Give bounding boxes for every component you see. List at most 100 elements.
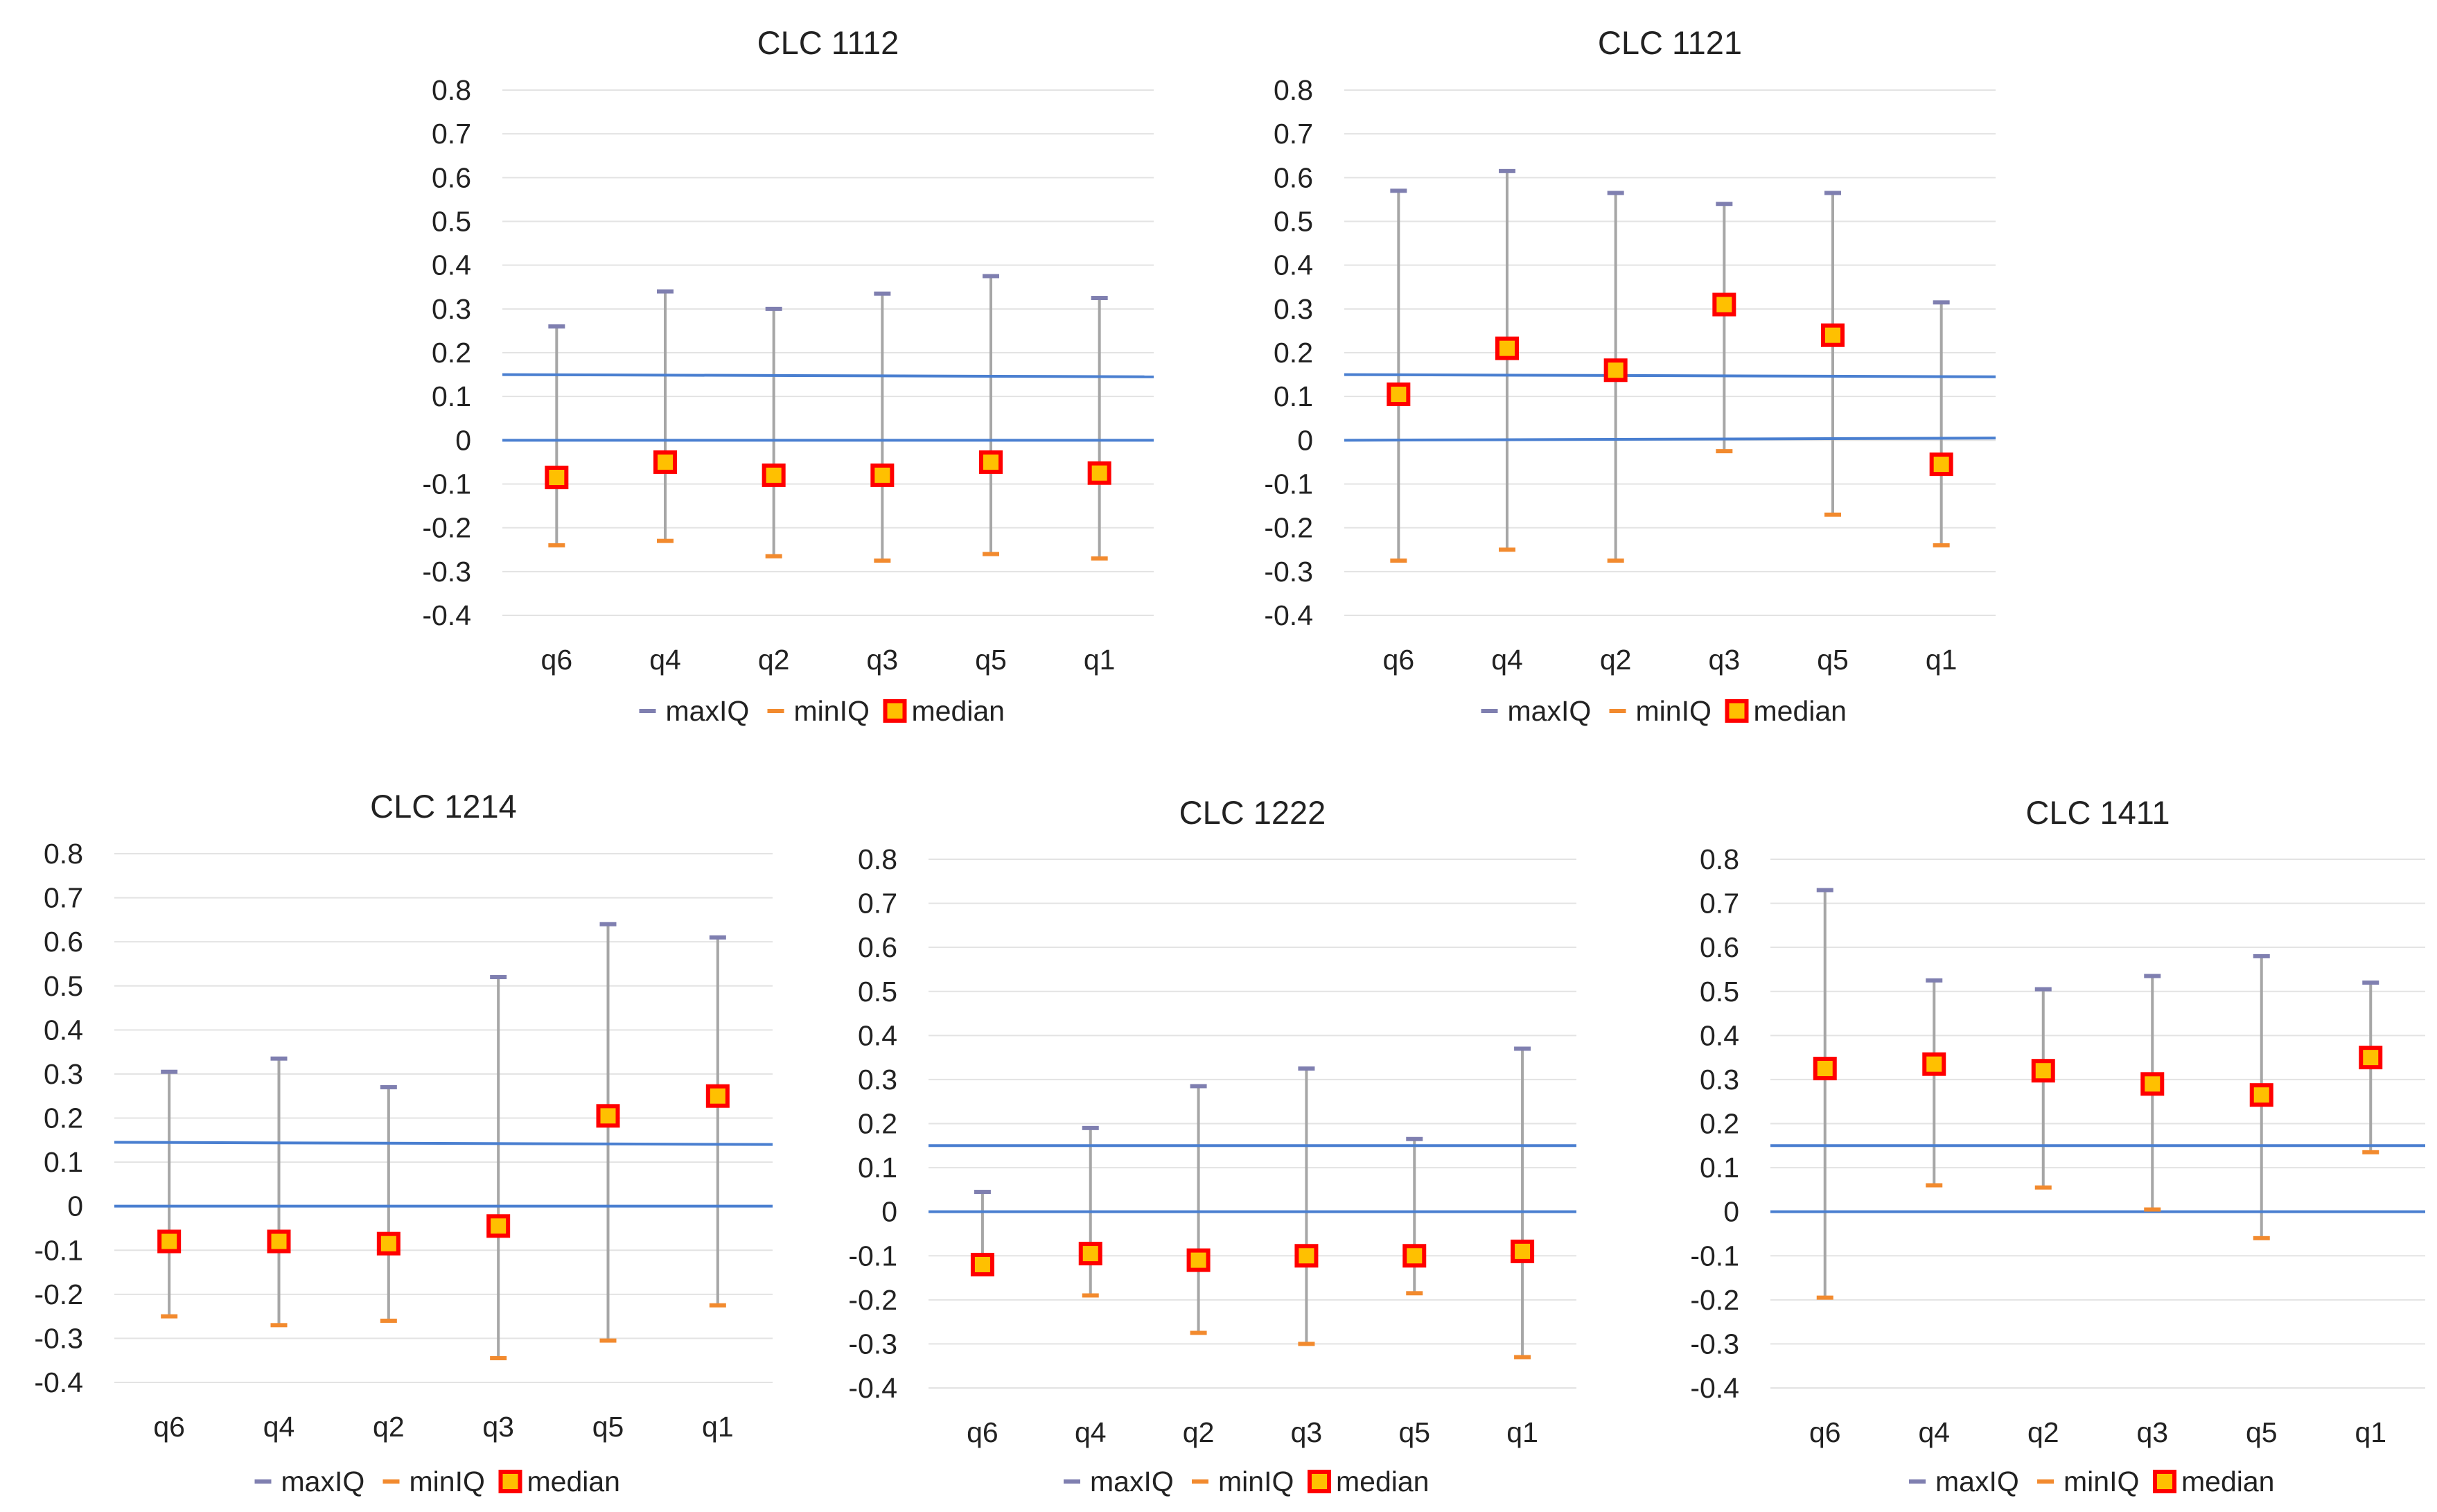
- maxiq-marker: [599, 922, 617, 926]
- x-tick-label: q3: [1709, 644, 1741, 676]
- miniq-marker: [2253, 1236, 2270, 1240]
- median-marker: [1387, 383, 1411, 407]
- y-tick-label: 0.5: [44, 970, 83, 1002]
- legend-label: maxIQ: [1090, 1466, 1174, 1497]
- y-tick-label: 0.8: [1700, 843, 1739, 875]
- legend-item-miniq: minIQ: [382, 1466, 485, 1497]
- y-tick-label: -0.4: [422, 599, 471, 631]
- y-tick-label: -0.1: [1690, 1240, 1739, 1272]
- legend-item-miniq: minIQ: [1192, 1466, 1294, 1497]
- legend-label: minIQ: [1636, 695, 1712, 727]
- miniq-marker: [1824, 512, 1841, 517]
- x-tick-label: q1: [1084, 644, 1116, 676]
- median-marker: [2031, 1059, 2055, 1083]
- miniq-marker: [1091, 556, 1108, 561]
- legend-item-median: median: [498, 1466, 620, 1497]
- median-marker: [1186, 1248, 1211, 1272]
- y-tick-label: 0.8: [432, 74, 471, 106]
- legend-swatch-miniq: [767, 709, 784, 713]
- y-tick-label: 0.1: [858, 1152, 897, 1184]
- x-tick-label: q6: [541, 644, 573, 676]
- median-marker: [596, 1104, 620, 1128]
- maxiq-marker: [380, 1084, 397, 1089]
- legend-swatch-maxiq: [1481, 709, 1498, 713]
- y-tick-label: 0.6: [858, 931, 897, 963]
- y-tick-label: 0.1: [432, 380, 471, 412]
- y-tick-label: 0: [67, 1190, 83, 1222]
- maxiq-marker: [1190, 1084, 1207, 1089]
- median-marker: [1078, 1242, 1102, 1266]
- chart-clc-1121: CLC 1121 0.8 0.7 0.6 0.5 0.4 0.3 0.2 0.1 0 -0.1 -0.…: [1264, 24, 1996, 727]
- legend-item-miniq: minIQ: [767, 695, 870, 727]
- x-tick-label: q2: [373, 1411, 405, 1443]
- miniq-marker: [161, 1314, 178, 1319]
- x-tick-label: q2: [758, 644, 790, 676]
- y-tick-label: -0.1: [422, 468, 471, 500]
- legend-label: median: [2181, 1466, 2274, 1497]
- miniq-marker: [270, 1323, 288, 1328]
- median-marker: [1087, 461, 1111, 485]
- legend-label: maxIQ: [281, 1466, 365, 1497]
- maxiq-marker: [1514, 1046, 1531, 1051]
- y-tick-label: -0.2: [848, 1284, 897, 1316]
- y-tick-label: 0.7: [858, 888, 897, 920]
- x-tick-label: q4: [649, 644, 681, 676]
- reference-line: [1344, 373, 1996, 378]
- chart-title: CLC 1121: [1598, 24, 1742, 61]
- y-tick-label: 0.6: [1700, 931, 1739, 963]
- legend-item-median: median: [2153, 1466, 2274, 1497]
- x-tick-label: q3: [482, 1411, 514, 1443]
- legend-item-median: median: [1308, 1466, 1429, 1497]
- miniq-marker: [765, 554, 782, 559]
- maxiq-marker: [1298, 1066, 1315, 1071]
- median-marker: [705, 1084, 730, 1108]
- legend-item-maxiq: maxIQ: [1064, 1466, 1174, 1497]
- maxiq-marker: [490, 975, 507, 980]
- miniq-marker: [2034, 1185, 2052, 1190]
- x-tick-label: q5: [592, 1411, 624, 1443]
- chart-clc-1112: CLC 1112 0.8 0.7 0.6 0.5 0.4 0.3 0.2 0.1 0 -0.1 -0.…: [422, 24, 1154, 727]
- chart-clc-1411: CLC 1411 0.8 0.7 0.6 0.5 0.4 0.3 0.2 0.1 0 -0.1 -0.…: [1690, 794, 2425, 1497]
- y-tick-label: 0.2: [858, 1108, 897, 1140]
- legend-item-maxiq: maxIQ: [254, 1466, 365, 1497]
- median-marker: [1511, 1239, 1535, 1263]
- maxiq-marker: [2362, 981, 2379, 985]
- legend-swatch-miniq: [1192, 1479, 1208, 1484]
- y-tick-label: -0.3: [1264, 556, 1313, 588]
- y-tick-label: 0: [881, 1196, 897, 1228]
- median-marker: [970, 1252, 994, 1276]
- y-tick-label: 0: [1723, 1196, 1739, 1228]
- legend: maxIQ minIQ median: [1481, 695, 1847, 727]
- maxiq-marker: [765, 306, 782, 311]
- legend: maxIQ minIQ median: [1909, 1466, 2274, 1497]
- miniq-marker: [1816, 1295, 1833, 1300]
- legend: maxIQ minIQ median: [1064, 1466, 1429, 1497]
- y-tick-label: -0.2: [1264, 512, 1313, 544]
- miniq-marker: [1499, 547, 1515, 552]
- maxiq-marker: [1607, 191, 1624, 195]
- legend-item-miniq: minIQ: [2037, 1466, 2139, 1497]
- miniq-marker: [1190, 1330, 1207, 1335]
- y-tick-label: 0.6: [432, 161, 471, 193]
- y-tick-label: 0.5: [1274, 206, 1313, 238]
- median-marker: [979, 450, 1003, 474]
- y-tick-label: 0.7: [1700, 888, 1739, 920]
- legend-swatch-maxiq: [1064, 1479, 1080, 1484]
- legend-swatch-median: [883, 699, 907, 723]
- legend-item-median: median: [1725, 695, 1847, 727]
- y-tick-label: 0.5: [432, 206, 471, 238]
- median-marker: [1603, 358, 1628, 383]
- miniq-marker: [709, 1303, 726, 1308]
- miniq-marker: [874, 559, 891, 563]
- median-marker: [1712, 292, 1736, 317]
- y-tick-label: -0.3: [34, 1322, 83, 1354]
- median-marker: [1294, 1244, 1319, 1268]
- maxiq-marker: [1926, 978, 1943, 983]
- y-tick-label: -0.3: [422, 556, 471, 588]
- maxiq-marker: [1824, 191, 1841, 195]
- legend-label: maxIQ: [1508, 695, 1592, 727]
- x-tick-label: q2: [1600, 644, 1632, 676]
- y-tick-label: -0.1: [34, 1234, 83, 1266]
- y-tick-label: 0.8: [44, 838, 83, 870]
- y-tick-label: -0.2: [1690, 1284, 1739, 1316]
